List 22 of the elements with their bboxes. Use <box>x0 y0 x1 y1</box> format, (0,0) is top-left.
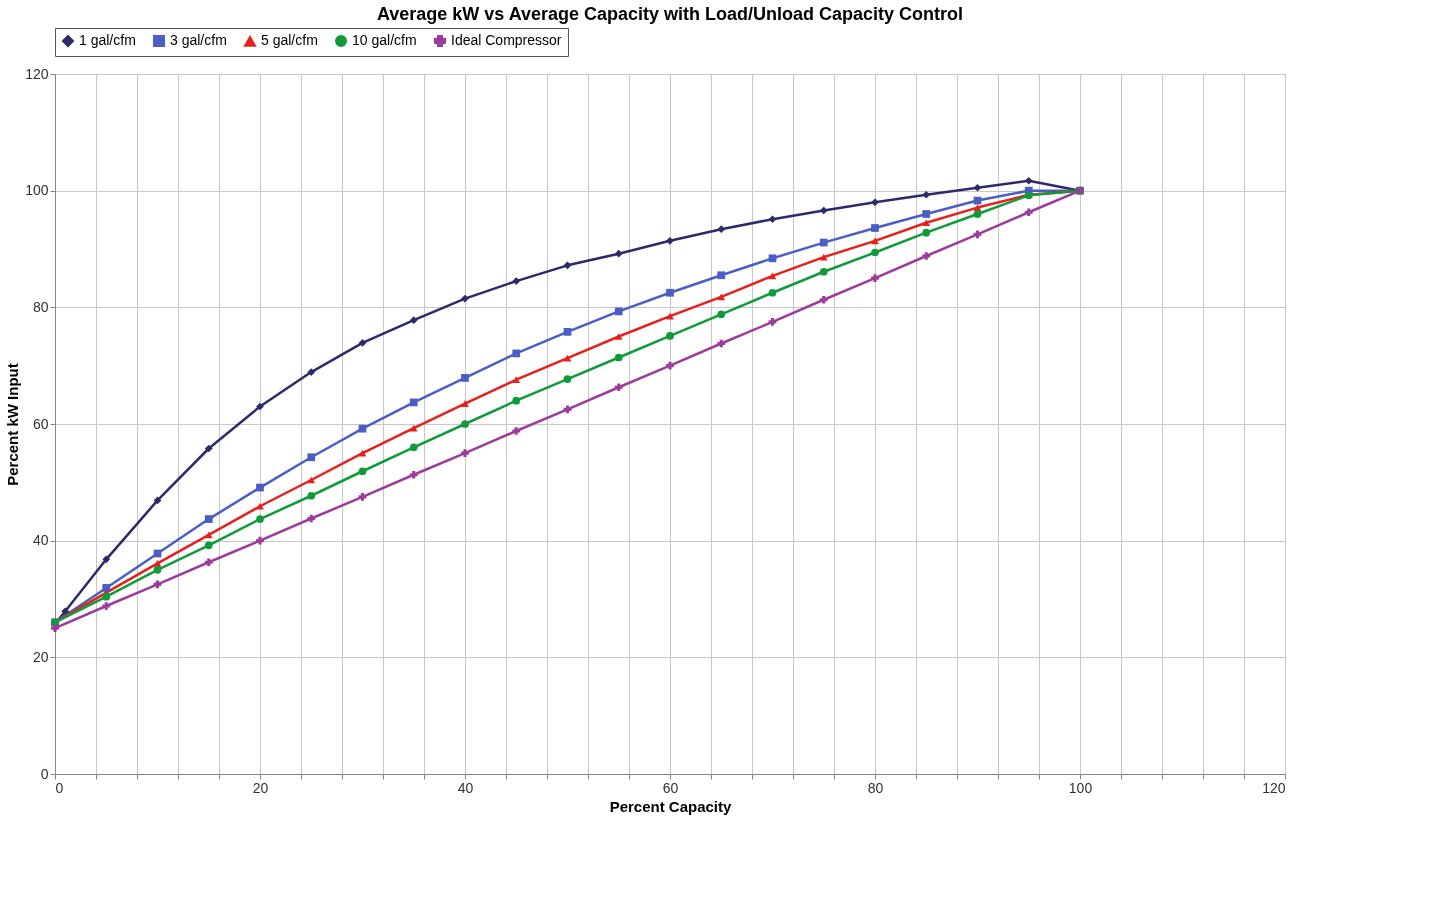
y-tick-label: 0 <box>40 765 49 782</box>
y-tick-label: 120 <box>25 65 49 82</box>
legend-label: Ideal Compressor <box>451 32 562 48</box>
x-tick-label: 20 <box>252 779 269 796</box>
y-tick-label: 20 <box>32 648 49 665</box>
x-tick-label: 0 <box>55 779 64 796</box>
x-tick-label: 120 <box>1262 779 1286 796</box>
x-tick-label: 60 <box>662 779 679 796</box>
x-tick-label: 40 <box>457 779 474 796</box>
chart-title: Average kW vs Average Capacity with Load/Unload Capacity Control <box>376 3 964 24</box>
x-tick-label: 80 <box>867 779 884 796</box>
y-tick-label: 60 <box>32 415 49 432</box>
x-tick-label: 100 <box>1068 779 1093 796</box>
legend-label: 10 gal/cfm <box>352 32 417 48</box>
y-tick-label: 80 <box>32 298 49 315</box>
legend-label: 1 gal/cfm <box>79 32 136 48</box>
legend-label: 3 gal/cfm <box>170 32 227 48</box>
x-axis-title: Percent Capacity <box>609 797 733 815</box>
y-tick-label: 40 <box>32 532 49 549</box>
legend-label: 5 gal/cfm <box>261 32 318 49</box>
y-tick-label: 100 <box>25 182 49 199</box>
y-axis-title: Percent kW Input <box>4 363 22 486</box>
